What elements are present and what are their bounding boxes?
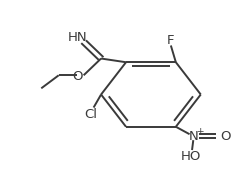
Text: Cl: Cl: [85, 108, 98, 121]
Text: +: +: [197, 127, 204, 136]
Text: F: F: [167, 34, 175, 47]
Text: N: N: [188, 130, 198, 143]
Text: O: O: [220, 130, 230, 143]
Text: O: O: [72, 70, 83, 83]
Text: HN: HN: [68, 31, 87, 44]
Text: HO: HO: [181, 150, 201, 163]
